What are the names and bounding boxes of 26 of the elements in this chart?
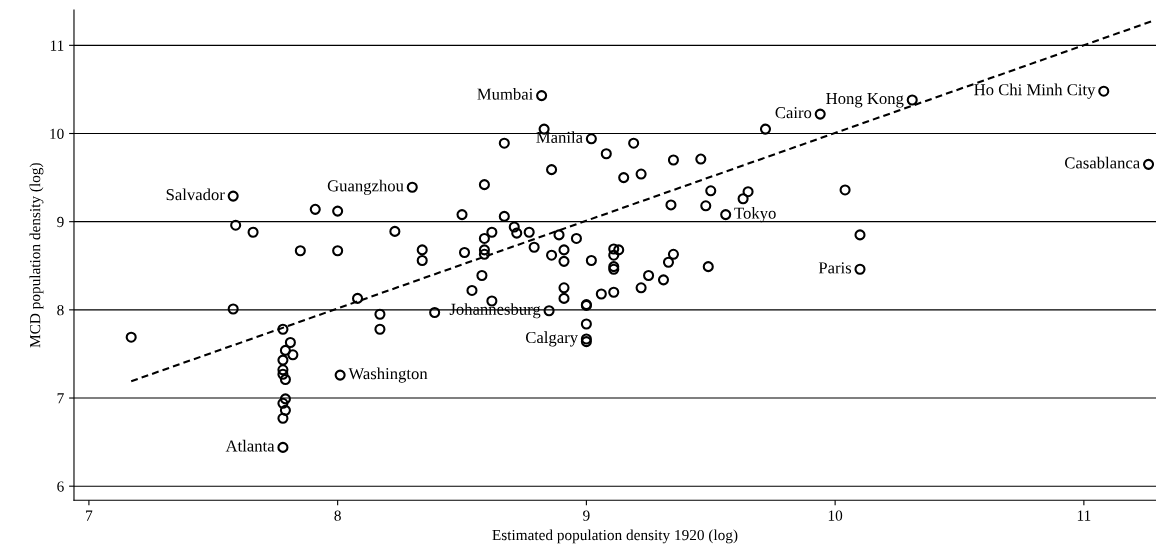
x-tick-label: 8 bbox=[334, 510, 341, 521]
annotation: Atlanta bbox=[225, 439, 275, 452]
annotation: Salvador bbox=[166, 188, 225, 201]
annotation: Paris bbox=[818, 262, 852, 274]
annotation: Tokyo bbox=[734, 207, 776, 223]
x-tick-label: 10 bbox=[828, 510, 843, 521]
annotation: Hong Kong bbox=[826, 93, 904, 108]
x-axis-title: Estimated population density 1920 (log) bbox=[492, 529, 738, 544]
annotation: Ho Chi Minh City bbox=[974, 83, 1096, 99]
y-tick-label: 8 bbox=[57, 304, 64, 316]
annotation: Mumbai bbox=[477, 88, 533, 100]
y-tick-label: 10 bbox=[50, 128, 64, 139]
annotation: Casablanca bbox=[1065, 156, 1140, 169]
annotation: Washington bbox=[348, 367, 428, 383]
annotation: Manila bbox=[536, 131, 583, 143]
y-tick-label: 7 bbox=[57, 393, 64, 404]
annotation: Cairo bbox=[775, 107, 812, 119]
annotation: Guangzhou bbox=[327, 179, 404, 195]
y-tick-label: 6 bbox=[57, 481, 64, 492]
annotation: Calgary bbox=[525, 331, 578, 347]
x-tick-label: 11 bbox=[1077, 510, 1091, 521]
y-tick-label: 9 bbox=[57, 216, 64, 228]
y-tick-label: 11 bbox=[50, 40, 64, 51]
y-axis-title: MCD population density (log) bbox=[29, 163, 44, 348]
x-tick-label: 9 bbox=[583, 510, 590, 521]
x-tick-label: 7 bbox=[86, 510, 93, 521]
